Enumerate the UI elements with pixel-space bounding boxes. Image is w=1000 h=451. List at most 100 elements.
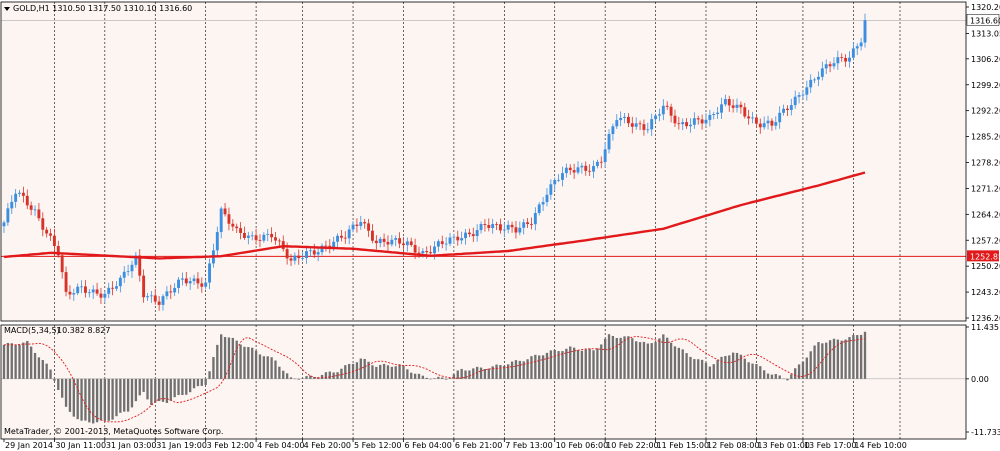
candle-body (619, 117, 623, 121)
candle-body (45, 229, 49, 234)
candle-body (471, 234, 475, 237)
candle-body (595, 161, 599, 167)
macd-bar (61, 378, 64, 398)
macd-bar (712, 364, 715, 379)
macd-bar (157, 378, 161, 402)
macd-bar (2, 344, 6, 379)
macd-bar (188, 378, 192, 393)
time-tick-label: 31 Jan 19:00 (156, 441, 207, 450)
candle-body (21, 192, 25, 196)
macd-bar (29, 346, 33, 379)
candle-body (564, 167, 568, 174)
macd-tick-label: -11.733 (971, 428, 1000, 437)
candle-body (134, 255, 138, 265)
macd-bar (716, 360, 719, 379)
candle-body (29, 205, 33, 210)
macd-bar (64, 378, 68, 407)
price-tick-label: 1320.20 (971, 3, 1000, 12)
candle-body (475, 230, 479, 237)
candle-body (832, 63, 836, 67)
candle-body (785, 108, 789, 110)
macd-bar (825, 342, 828, 379)
candle-body (789, 105, 793, 110)
candle-body (572, 170, 576, 173)
candle-body (413, 245, 417, 253)
macd-bar (836, 339, 840, 379)
candle-body (452, 236, 456, 238)
macd-bar (212, 357, 215, 379)
candle-body (320, 245, 324, 253)
chevron-down-icon[interactable] (4, 7, 10, 11)
macd-bar (379, 364, 382, 379)
macd-bar (208, 371, 211, 379)
macd-bar (154, 378, 157, 403)
candle-body (91, 289, 95, 293)
candle-body (584, 165, 588, 171)
macd-bar (262, 356, 266, 379)
candle-body (359, 222, 363, 226)
candle-body (778, 112, 782, 123)
macd-bar (700, 359, 704, 379)
macd-bar (565, 348, 568, 379)
candle-body (801, 94, 805, 96)
macd-bar (394, 366, 397, 379)
price-plot-area[interactable] (1, 2, 966, 321)
time-tick-label: 12 Feb 08:00 (707, 441, 759, 450)
macd-bar (728, 355, 731, 379)
macd-plot-area[interactable] (1, 325, 966, 439)
candle-body (355, 224, 359, 226)
candle-body (80, 286, 84, 288)
candle-body (522, 222, 526, 228)
candle-body (390, 239, 394, 245)
macd-bar (444, 378, 448, 380)
macd-bar (530, 356, 533, 379)
candle-body (417, 252, 421, 254)
macd-bar (146, 378, 149, 400)
candle-body (161, 296, 165, 305)
macd-bar (464, 370, 467, 379)
candle-body (495, 224, 499, 225)
macd-bar (646, 343, 649, 379)
macd-bar (123, 378, 126, 412)
candle-body (436, 241, 440, 247)
macd-bar (441, 377, 444, 379)
macd-bar (88, 378, 91, 423)
macd-bar (801, 361, 805, 379)
macd-tick-label: 11.435 (971, 323, 999, 332)
candle-body (68, 291, 72, 295)
current-price-badge-label: 1316.60 (970, 16, 1000, 25)
macd-bar (150, 378, 153, 405)
candle-body (254, 235, 258, 241)
macd-bar (778, 375, 781, 379)
candle-body (405, 241, 409, 246)
candle-body (115, 286, 118, 289)
macd-bar (526, 359, 529, 379)
macd-bar (285, 373, 289, 379)
macd-bar (80, 378, 83, 421)
candle-body (727, 99, 731, 106)
candle-body (382, 238, 386, 242)
candle-body (274, 237, 277, 241)
candle-body (386, 241, 390, 245)
candle-body (456, 236, 460, 241)
candle-body (665, 105, 669, 107)
macd-bar (627, 336, 630, 379)
candle-body (851, 48, 855, 58)
macd-header-values: 10.382 8.827 (57, 326, 110, 335)
macd-bar (301, 378, 304, 379)
macd-bar (774, 374, 777, 379)
macd-bar (856, 335, 859, 379)
candle-body (848, 57, 851, 62)
candle-body (758, 123, 762, 128)
macd-bar (433, 378, 436, 379)
macd-bar (138, 378, 141, 396)
price-badges: 1316.60 1252.85 (966, 14, 1000, 262)
macd-bar (336, 372, 339, 379)
macd-bar (26, 340, 29, 379)
macd-bar (243, 346, 246, 379)
macd-bar (642, 341, 646, 379)
price-tick-label: 1292.20 (971, 107, 1000, 116)
macd-bar (402, 365, 405, 379)
candle-body (782, 108, 786, 113)
candle-body (692, 118, 696, 125)
